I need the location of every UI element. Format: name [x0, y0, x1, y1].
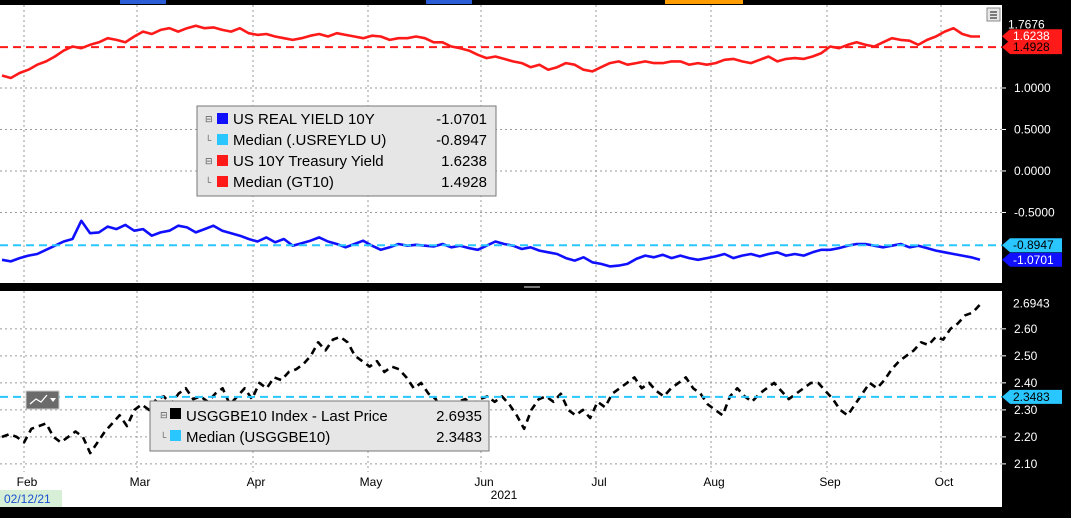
top-y-tick-label: 0.0000	[1014, 164, 1051, 178]
axis-layer: Feb Mar Apr May Jun Jul Aug Sep Oct 1.0000 0.5000 0…	[17, 17, 1062, 489]
svg-text:1.6238: 1.6238	[1013, 29, 1050, 43]
x-tick-label: May	[360, 475, 383, 489]
top-y-tick-label: 1.0000	[1014, 81, 1051, 95]
legend-value-usggbe10: 2.6935	[436, 408, 482, 425]
svg-text:⊟: ⊟	[205, 114, 213, 124]
top-legend: ⊟ US REAL YIELD 10Y -1.0701 └ Median (.U…	[196, 105, 497, 197]
bottom-series-layer	[0, 303, 1002, 455]
start-date-badge	[0, 490, 62, 507]
legend-item-us-real-yield: ⊟ US REAL YIELD 10Y -1.0701	[205, 111, 487, 128]
top-series-line	[1, 219, 981, 268]
x-axis-year-label: 2021	[491, 488, 518, 502]
legend-label-us-10y-yield: US 10Y Treasury Yield	[233, 153, 384, 170]
svg-text:2.3483: 2.3483	[1013, 390, 1050, 404]
legend-value-median-usreyld: -0.8947	[436, 132, 487, 149]
bottom-y-tick-label: 2.20	[1014, 430, 1038, 444]
legend-item-us-10y-yield: ⊟ US 10Y Treasury Yield 1.6238	[205, 153, 487, 170]
top-series-line	[1, 24, 980, 80]
svg-text:└: └	[160, 431, 167, 442]
legend-label-usggbe10: USGGBE10 Index - Last Price	[186, 408, 388, 425]
bottom-y-tick-label: 2.60	[1014, 322, 1038, 336]
svg-text:1.4928: 1.4928	[1013, 40, 1050, 54]
top-series-layer	[0, 24, 1002, 268]
svg-text:└: └	[205, 134, 212, 145]
tag-median-gt10: 1.4928	[1002, 40, 1062, 55]
x-axis-background	[0, 472, 1002, 507]
legend-item-median-gt10: └ Median (GT10) 1.4928	[205, 174, 487, 191]
legend-value-us-real-yield: -1.0701	[436, 111, 487, 128]
bottom-y-tick-label: 2.50	[1014, 349, 1038, 363]
legend-label-median-usggbe10: Median (USGGBE10)	[186, 429, 330, 446]
top-max-label: 1.7676	[1008, 17, 1045, 31]
panel-divider-grip	[524, 286, 540, 288]
svg-text:-1.0701: -1.0701	[1013, 253, 1054, 267]
top-panel-background	[0, 5, 1002, 283]
svg-text:-0.8947: -0.8947	[1013, 238, 1054, 252]
bottom-y-tick-label: 2.40	[1014, 376, 1038, 390]
svg-text:⊟: ⊟	[205, 156, 213, 166]
x-tick-label: Mar	[130, 475, 151, 489]
legend-label-us-real-yield: US REAL YIELD 10Y	[233, 111, 375, 128]
x-tick-label: Oct	[935, 475, 954, 489]
bottom-legend: ⊟ USGGBE10 Index - Last Price 2.6935 └ M…	[149, 400, 490, 452]
svg-text:└: └	[205, 176, 212, 187]
legend-item-median-usggbe10: └ Median (USGGBE10) 2.3483	[160, 429, 482, 446]
legend-item-median-usreyld: └ Median (.USREYLD U) -0.8947	[205, 132, 487, 149]
x-tick-label: Aug	[703, 475, 724, 489]
legend-value-median-gt10: 1.4928	[441, 174, 487, 191]
x-tick-label: Jul	[591, 475, 606, 489]
chart-type-icon[interactable]	[25, 390, 60, 410]
grid-layer	[0, 5, 1002, 472]
legend-value-us-10y-yield: 1.6238	[441, 153, 487, 170]
tag-usggbe10: 2.6943	[1002, 296, 1062, 311]
top-blue-tab	[120, 0, 166, 4]
bottom-y-tick-label: 2.30	[1014, 403, 1038, 417]
tag-us-10y-yield: 1.6238	[1002, 29, 1062, 44]
svg-text:⊟: ⊟	[160, 410, 168, 420]
legend-label-median-gt10: Median (GT10)	[233, 174, 334, 191]
chart-menu-icon[interactable]	[986, 7, 1001, 22]
x-tick-label: Apr	[247, 475, 266, 489]
tag-us-real-yield: -1.0701	[1002, 252, 1062, 267]
top-y-tick-label: 0.5000	[1014, 122, 1051, 136]
x-axis-start-date: 02/12/21	[4, 492, 51, 506]
top-blue-tab-2	[426, 0, 472, 4]
x-tick-label: Sep	[819, 475, 841, 489]
x-tick-label: Jun	[474, 475, 493, 489]
legend-item-usggbe10: ⊟ USGGBE10 Index - Last Price 2.6935	[160, 408, 482, 425]
bottom-series-line	[1, 303, 981, 455]
bottom-y-tick-label: 2.10	[1014, 457, 1038, 471]
svg-text:2.6943: 2.6943	[1013, 296, 1050, 310]
top-orange-tab	[665, 0, 743, 4]
panel-divider[interactable]	[0, 283, 1002, 291]
legend-label-median-usreyld: Median (.USREYLD U)	[233, 132, 386, 149]
tag-median-usreyld: -0.8947	[1002, 238, 1062, 253]
tag-median-usggbe10: 2.3483	[1002, 389, 1062, 404]
x-tick-label: Feb	[17, 475, 38, 489]
legend-value-median-usggbe10: 2.3483	[436, 429, 482, 446]
top-y-tick-label: -0.5000	[1014, 205, 1055, 219]
